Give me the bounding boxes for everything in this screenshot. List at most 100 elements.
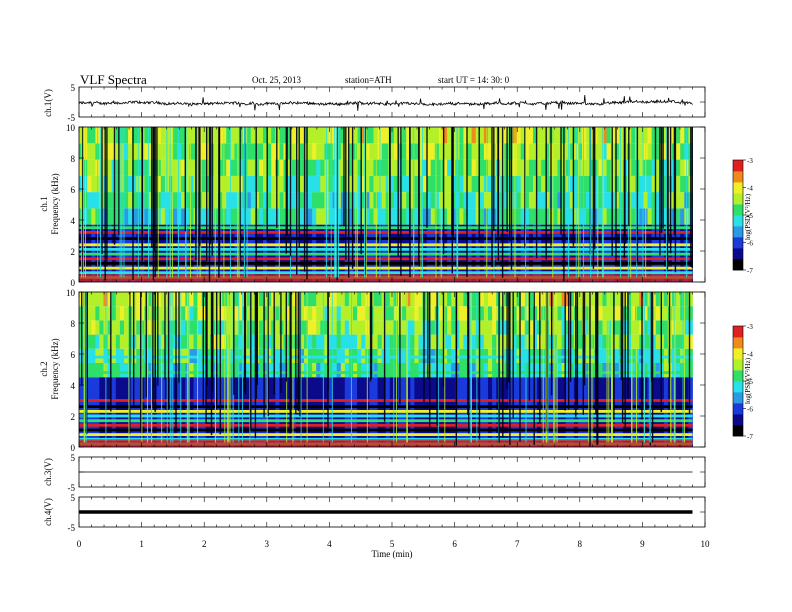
spectrogram-cell — [107, 292, 113, 307]
spectrogram-cell — [582, 208, 587, 225]
spectrogram-cell — [230, 320, 235, 335]
spectrogram-cell — [606, 143, 612, 160]
spectrogram-cell — [361, 127, 366, 144]
spectrogram-cell — [259, 306, 264, 321]
spectrogram-cell — [520, 192, 526, 209]
spectrogram-cell — [508, 208, 513, 225]
spectrogram-cell — [602, 334, 607, 349]
spectrogram-cell — [402, 127, 407, 144]
spectrogram-cell — [271, 292, 276, 307]
spectrogram-cell — [430, 306, 436, 321]
spectrogram-cell — [406, 334, 411, 349]
spectrogram-cell — [340, 320, 346, 335]
spectrogram-cell — [160, 192, 166, 209]
spectrogram-cell — [336, 320, 342, 335]
spectrogram-cell — [402, 192, 407, 209]
spectrogram-cell — [389, 334, 395, 349]
spectrogram-cell — [414, 143, 419, 160]
spectrogram-cell — [385, 363, 391, 378]
spectrogram-cell — [533, 192, 538, 209]
spectrogram-cell — [520, 143, 526, 160]
spectrogram-cell — [156, 306, 162, 321]
spectrogram-cell — [389, 292, 395, 307]
spectrogram-cell — [365, 192, 370, 209]
colorbar-tick-label: -7 — [747, 433, 753, 441]
time-axis: 0 1 2 3 4 5 6 7 8 9 10 — [77, 539, 710, 549]
spectrogram-cell — [618, 159, 624, 176]
colorbar-segment — [733, 248, 743, 260]
spectrogram-cell — [373, 127, 378, 144]
spectrogram-cell — [95, 306, 100, 321]
spectrogram-cell — [447, 320, 452, 335]
spectrogram-cell — [557, 334, 562, 349]
spectrogram-cell — [336, 363, 342, 378]
spectrogram-cell — [344, 320, 350, 335]
spectrogram-cell — [479, 208, 485, 225]
spectrogram-cell — [144, 159, 149, 176]
spectrogram-cell — [312, 320, 317, 335]
ch1-waveform-panel: 5 -5 — [68, 83, 706, 123]
colorbar-tick-label: -6 — [747, 406, 753, 414]
spectrogram-cell — [471, 363, 477, 378]
spectrogram-cell — [598, 208, 603, 225]
spectrogram-cell — [124, 143, 129, 160]
spectrogram-cell — [369, 208, 374, 225]
spectrogram-cell — [569, 292, 575, 307]
spectrogram-cell — [303, 143, 309, 160]
spectrogram-cell — [312, 292, 317, 307]
ch1-spec-ylabel-top: ch.1 — [39, 196, 49, 211]
spectrogram-cell — [254, 208, 260, 225]
spectrogram-cell — [369, 192, 374, 209]
spectrogram-cell — [614, 363, 620, 378]
spectrogram-cell — [336, 334, 342, 349]
spectrogram-cell — [201, 143, 207, 160]
spectrogram-cell — [483, 208, 489, 225]
spectrogram-cell — [414, 363, 419, 378]
spectrogram-cell — [598, 292, 603, 307]
spectrogram-cell — [148, 320, 153, 335]
spectrogram-cell — [303, 292, 309, 307]
spectrogram-cell — [479, 159, 485, 176]
spectrogram-cell — [312, 306, 317, 321]
spectrogram-cell — [119, 363, 125, 378]
spectrogram-cell — [594, 159, 599, 176]
spectrogram-cell — [512, 320, 517, 335]
spectrogram-cell — [614, 127, 620, 144]
spectrogram-cell — [160, 334, 166, 349]
spectrogram-cell — [516, 159, 522, 176]
spectrogram-cell — [602, 306, 607, 321]
spectrogram-cell — [308, 127, 313, 144]
spectrogram-cell — [557, 306, 562, 321]
spectrogram-cell — [569, 306, 575, 321]
spectrogram-cell — [320, 363, 325, 378]
spectrogram-cell — [87, 159, 92, 176]
spectrogram-cell — [475, 334, 481, 349]
spectrogram-cell — [467, 292, 472, 307]
spectrogram-cell — [676, 143, 681, 160]
spectrogram-cell — [475, 175, 481, 193]
spectrogram-cell — [316, 175, 321, 193]
spectrogram-cell — [177, 159, 182, 176]
spectrogram-cell — [246, 159, 252, 176]
spectrogram-cell — [377, 292, 383, 307]
spectrogram-cell — [177, 208, 182, 225]
spectrogram-cell — [205, 320, 211, 335]
spectrogram-cell — [332, 292, 338, 307]
spectrogram-cell — [189, 192, 194, 209]
spectrogram-cell — [414, 159, 419, 176]
vlf-band — [79, 226, 693, 230]
spectrogram-cell — [132, 143, 137, 160]
spectrogram-cell — [635, 363, 640, 378]
spectrogram-cell — [680, 208, 685, 225]
spectrogram-cell — [128, 175, 133, 193]
spectrogram-cell — [590, 159, 595, 176]
spectrogram-cell — [193, 320, 198, 335]
spectrogram-cell — [557, 208, 562, 225]
spectrogram-cell — [545, 175, 550, 193]
spectrogram-cell — [631, 175, 636, 193]
spectrogram-cell — [246, 292, 252, 307]
y-tick-label: 4 — [71, 381, 76, 391]
spectrogram-cell — [541, 175, 546, 193]
spectrogram-cell — [688, 334, 693, 349]
spectrogram-cell — [173, 208, 178, 225]
